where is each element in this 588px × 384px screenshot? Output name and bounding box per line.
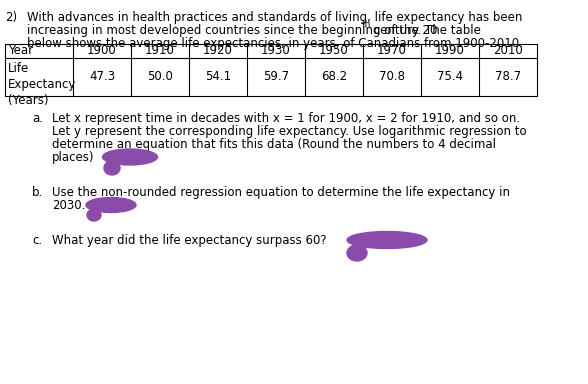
Text: 2030.: 2030. bbox=[52, 199, 85, 212]
Ellipse shape bbox=[102, 149, 158, 165]
Ellipse shape bbox=[347, 232, 427, 248]
Text: 68.2: 68.2 bbox=[321, 71, 347, 83]
Text: 1990: 1990 bbox=[435, 45, 465, 58]
Text: With advances in health practices and standards of living, life expectancy has b: With advances in health practices and st… bbox=[27, 11, 522, 24]
Text: increasing in most developed countries since the beginning of the 20: increasing in most developed countries s… bbox=[27, 24, 437, 37]
Ellipse shape bbox=[87, 209, 101, 221]
Text: 1920: 1920 bbox=[203, 45, 233, 58]
Text: 2010: 2010 bbox=[493, 45, 523, 58]
Text: 1950: 1950 bbox=[319, 45, 349, 58]
Text: 1910: 1910 bbox=[145, 45, 175, 58]
Text: 1900: 1900 bbox=[87, 45, 117, 58]
Text: 75.4: 75.4 bbox=[437, 71, 463, 83]
Text: 78.7: 78.7 bbox=[495, 71, 521, 83]
Text: th: th bbox=[362, 20, 372, 29]
Text: b.: b. bbox=[32, 186, 44, 199]
Text: c.: c. bbox=[32, 234, 42, 247]
Bar bbox=[5, 44, 537, 96]
Text: a.: a. bbox=[32, 112, 43, 125]
Text: 54.1: 54.1 bbox=[205, 71, 231, 83]
Text: below shows the average life expectancies, in years, of Canadians from 1900-2010: below shows the average life expectancie… bbox=[27, 37, 523, 50]
Text: What year did the life expectancy surpass 60?: What year did the life expectancy surpas… bbox=[52, 234, 326, 247]
Text: 1970: 1970 bbox=[377, 45, 407, 58]
Text: Use the non-rounded regression equation to determine the life expectancy in: Use the non-rounded regression equation … bbox=[52, 186, 510, 199]
Text: 70.8: 70.8 bbox=[379, 71, 405, 83]
Text: century. The table: century. The table bbox=[370, 24, 481, 37]
Text: Let y represent the corresponding life expectancy. Use logarithmic regression to: Let y represent the corresponding life e… bbox=[52, 125, 527, 138]
Text: Year: Year bbox=[8, 45, 33, 58]
Text: 2): 2) bbox=[5, 11, 17, 24]
Text: 59.7: 59.7 bbox=[263, 71, 289, 83]
Ellipse shape bbox=[104, 161, 120, 175]
Ellipse shape bbox=[347, 245, 367, 261]
Text: Let x represent time in decades with x = 1 for 1900, x = 2 for 1910, and so on.: Let x represent time in decades with x =… bbox=[52, 112, 520, 125]
Text: determine an equation that fits this data (Round the numbers to 4 decimal: determine an equation that fits this dat… bbox=[52, 138, 496, 151]
Text: 50.0: 50.0 bbox=[147, 71, 173, 83]
Ellipse shape bbox=[86, 197, 136, 212]
Text: 1930: 1930 bbox=[261, 45, 291, 58]
Text: 47.3: 47.3 bbox=[89, 71, 115, 83]
Text: Life
Expectancy
(Years): Life Expectancy (Years) bbox=[8, 62, 76, 107]
Text: places): places) bbox=[52, 151, 95, 164]
